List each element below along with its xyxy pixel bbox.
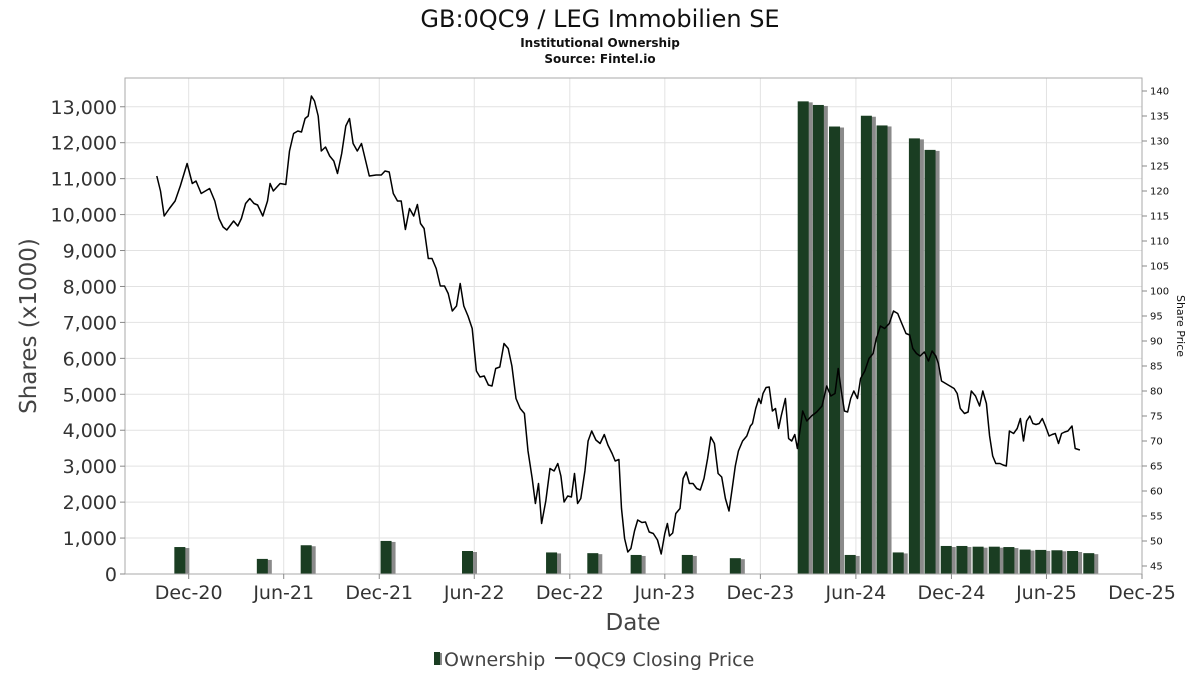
y2-tick-label: 70 (1150, 437, 1163, 448)
ownership-bar (1051, 550, 1063, 574)
ownership-bar (924, 149, 936, 574)
y2-tick-label: 115 (1150, 212, 1169, 223)
y2-tick-label: 110 (1150, 237, 1169, 248)
price-line-layer (156, 95, 1081, 555)
y2-tick-label: 105 (1150, 262, 1169, 273)
legend-price-label: 0QC9 Closing Price (574, 649, 754, 671)
ownership-bar (797, 101, 809, 575)
y-tick-label: 13,000 (51, 97, 117, 119)
grid (125, 78, 1143, 575)
ownership-bar (300, 545, 312, 574)
y-tick-label: 6,000 (63, 348, 117, 370)
legend-ownership-swatch-shadow (440, 653, 442, 665)
y2-tick-label: 130 (1150, 137, 1169, 148)
y2-axis-label: Share Price (1174, 295, 1187, 357)
y-tick-label: 2,000 (63, 492, 117, 514)
y-axis-label: Shares (x1000) (16, 238, 42, 414)
ownership-bar (1003, 547, 1015, 574)
ownership-bar (546, 552, 558, 574)
y-tick-label: 10,000 (51, 205, 117, 227)
ownership-bar (1083, 553, 1095, 574)
x-axis-ticks: Dec-20 Jun-21 Dec-21 Jun-22 Dec-22 Jun-23 Dec-… (155, 574, 1176, 604)
x-tick-label: Dec-22 (536, 582, 604, 604)
ownership-bar (462, 550, 474, 574)
y2-tick-label: 95 (1150, 312, 1163, 323)
y2-tick-label: 125 (1150, 162, 1169, 173)
y2-tick-label: 65 (1150, 462, 1163, 473)
ownership-bar (956, 545, 968, 574)
ownership-bar (972, 546, 984, 574)
chart-subtitle-2: Source: Fintel.io (544, 52, 655, 66)
y-axis-ticks: 0 1,000 2,000 3,000 4,000 5,000 6,000 7,000 8,00… (51, 97, 125, 586)
y2-tick-label: 90 (1150, 337, 1163, 348)
chart-subtitle-1: Institutional Ownership (520, 36, 680, 50)
ownership-bar (860, 115, 872, 574)
ownership-bars (174, 101, 1099, 575)
y-tick-label: 0 (105, 564, 117, 586)
y2-tick-label: 140 (1150, 87, 1169, 98)
y-tick-label: 5,000 (63, 384, 117, 406)
ownership-bar (892, 552, 904, 574)
ownership-bar (988, 546, 1000, 574)
y-tick-label: 8,000 (63, 276, 117, 298)
ownership-bar (630, 554, 642, 574)
y-tick-label: 7,000 (63, 312, 117, 334)
legend: Ownership 0QC9 Closing Price (434, 649, 754, 671)
ownership-bar (174, 547, 186, 574)
ownership-bar (1067, 550, 1079, 574)
y-tick-label: 9,000 (63, 241, 117, 263)
x-tick-label: Jun-23 (633, 582, 695, 604)
ownership-bar (829, 126, 841, 575)
y2-tick-label: 85 (1150, 362, 1163, 373)
ownership-bar (844, 554, 856, 574)
x-tick-label: Jun-24 (825, 582, 887, 604)
x-axis-label: Date (606, 610, 661, 636)
y-tick-label: 12,000 (51, 133, 117, 155)
ownership-bar (876, 125, 888, 574)
ownership-bar (681, 554, 693, 574)
y2-tick-label: 60 (1150, 487, 1163, 498)
y-tick-label: 4,000 (63, 420, 117, 442)
plot-frame (124, 77, 1143, 575)
x-tick-label: Dec-21 (345, 582, 413, 604)
ownership-bar (940, 545, 952, 574)
y2-tick-label: 120 (1150, 187, 1169, 198)
ownership-bar (729, 558, 741, 574)
y-tick-label: 11,000 (51, 169, 117, 191)
y2-tick-label: 75 (1150, 412, 1163, 423)
y2-tick-label: 55 (1150, 512, 1163, 523)
price-line (156, 95, 1081, 555)
ownership-bar (587, 553, 599, 574)
x-tick-label: Jun-21 (252, 582, 314, 604)
x-tick-label: Dec-23 (726, 582, 794, 604)
ownership-bar (256, 558, 268, 574)
ownership-bar (1035, 549, 1047, 574)
ownership-bar (908, 138, 920, 574)
y2-axis-ticks: 45 50 55 60 65 70 75 80 85 90 95 100 105 110 115 120 125… (1142, 87, 1169, 573)
ownership-bar (1019, 549, 1031, 574)
x-tick-label: Jun-22 (443, 582, 505, 604)
x-tick-label: Dec-20 (155, 582, 223, 604)
legend-ownership-label: Ownership (444, 649, 545, 671)
y2-tick-label: 100 (1150, 287, 1169, 298)
ownership-bar (812, 104, 824, 575)
y2-tick-label: 135 (1150, 112, 1169, 123)
chart-title: GB:0QC9 / LEG Immobilien SE (420, 5, 779, 33)
ownership-bar (380, 540, 392, 574)
legend-ownership-swatch (434, 652, 440, 665)
y2-tick-label: 80 (1150, 387, 1163, 398)
x-tick-label: Jun-25 (1015, 582, 1077, 604)
y2-tick-label: 50 (1150, 537, 1163, 548)
y-tick-label: 3,000 (63, 456, 117, 478)
x-tick-label: Dec-25 (1108, 582, 1176, 604)
y-tick-label: 1,000 (63, 528, 117, 550)
y2-tick-label: 45 (1150, 562, 1163, 573)
x-tick-label: Dec-24 (918, 582, 986, 604)
